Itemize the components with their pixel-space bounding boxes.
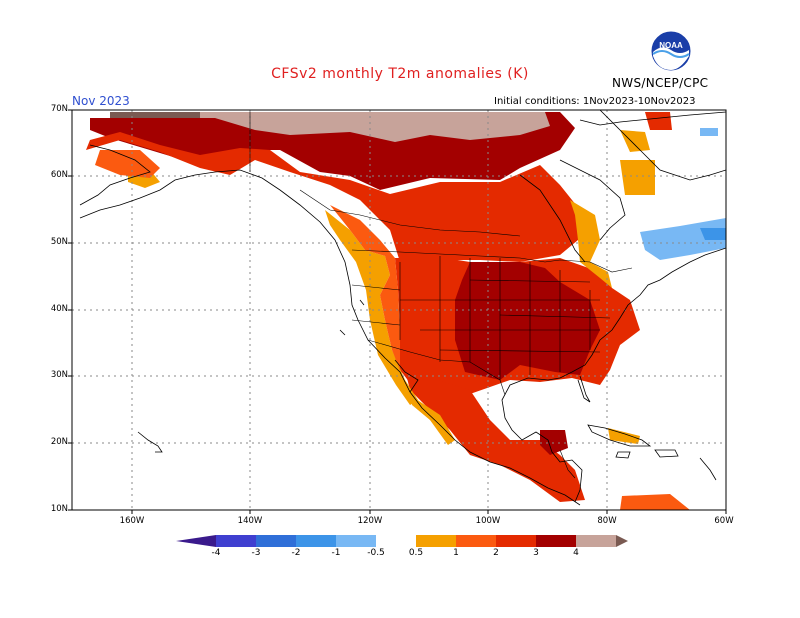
colorbar-label-p1: 1 — [453, 548, 459, 558]
colorbar-neutral — [376, 535, 416, 547]
forecast-month: Nov 2023 — [72, 94, 130, 108]
colorbar-lt-m4 — [176, 535, 216, 547]
political-borders — [249, 112, 633, 479]
shade-m1-m05-arctic — [700, 128, 718, 136]
initial-conditions: Initial conditions: 1Nov2023-10Nov2023 — [494, 96, 696, 107]
colorbar-label-p2: 2 — [493, 548, 499, 558]
lon-label-100w: 100W — [475, 516, 501, 526]
colorbar-gt-p5 — [616, 535, 628, 547]
shade-4-5-arctic — [112, 112, 550, 142]
lon-label-140w: 140W — [237, 516, 263, 526]
colorbar-m2-m1 — [296, 535, 336, 547]
colorbar-label-m4: -4 — [211, 548, 221, 558]
shade-m2-m1-atlantic — [700, 228, 726, 240]
lat-label-20n: 20N — [50, 437, 68, 447]
shade-05-1-greenland — [620, 130, 655, 195]
colorbar-label-m05: -0.5 — [367, 548, 385, 558]
colorbar-p2-p3 — [496, 535, 536, 547]
colorbar-p4-p5 — [576, 535, 616, 547]
colorbar-label-m2: -2 — [291, 548, 301, 558]
shade-1-2-alaska — [95, 150, 160, 178]
lat-label-40n: 40N — [50, 304, 68, 314]
colorbar-p05-p1 — [416, 535, 456, 547]
lat-label-70n: 70N — [50, 104, 68, 114]
shade-1-2-fringe — [330, 205, 400, 370]
colorbar-m3-m2 — [256, 535, 296, 547]
coastlines — [79, 110, 726, 506]
agency-label: NWS/NCEP/CPC — [612, 76, 709, 90]
shade-05-1-cuba — [608, 428, 640, 444]
noaa-logo-text: NOAA — [659, 41, 683, 50]
lon-label-160w: 160W — [119, 516, 145, 526]
shade-05-1-east — [570, 200, 612, 288]
colorbar-label-p3: 3 — [533, 548, 539, 558]
colorbar-p1-p2 — [456, 535, 496, 547]
shade-2-3-mexico — [405, 370, 585, 502]
shade-05-1-pacific — [325, 210, 418, 405]
colorbar-m1-m05 — [336, 535, 376, 547]
colorbar-m4-m3 — [216, 535, 256, 547]
shade-gt5-arctic — [110, 112, 200, 118]
lat-label-10n: 10N — [50, 504, 68, 514]
colorbar — [176, 535, 628, 547]
lat-label-50n: 50N — [50, 237, 68, 247]
noaa-logo: NOAA — [650, 30, 692, 72]
shade-1-2-venezuela — [620, 494, 690, 510]
lat-lon-grid — [72, 110, 726, 510]
lon-label-120w: 120W — [357, 516, 383, 526]
axis-ticks — [68, 109, 727, 514]
colorbar-label-p4: 4 — [573, 548, 579, 558]
colorbar-label-m3: -3 — [251, 548, 261, 558]
colorbar-p3-p4 — [536, 535, 576, 547]
lat-label-30n: 30N — [50, 370, 68, 380]
shade-2-3-greenland — [645, 112, 672, 130]
chart-title: CFSv2 monthly T2m anomalies (K) — [271, 66, 529, 82]
colorbar-label-m1: -1 — [331, 548, 341, 558]
lon-label-80w: 80W — [597, 516, 617, 526]
anomaly-shading — [86, 112, 726, 510]
colorbar-label-p05: 0.5 — [408, 548, 424, 558]
lat-label-60n: 60N — [50, 170, 68, 180]
lon-label-60w: 60W — [714, 516, 734, 526]
